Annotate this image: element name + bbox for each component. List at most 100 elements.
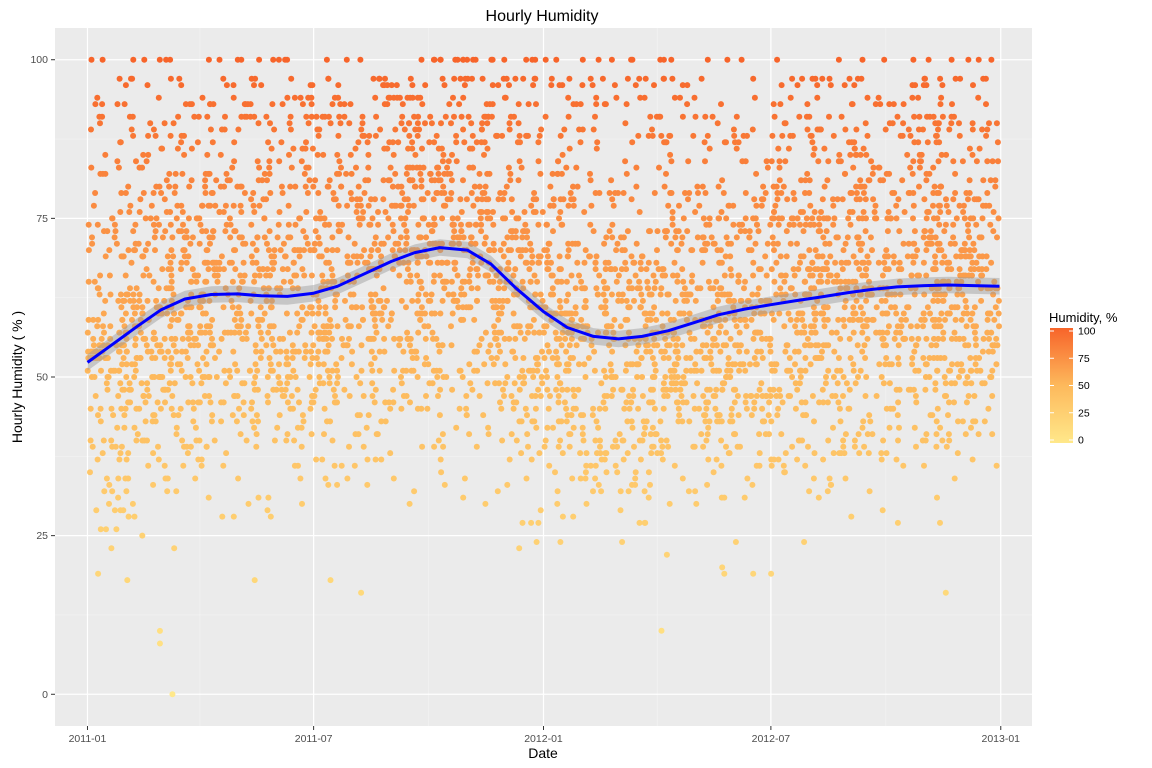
data-point: [260, 285, 267, 292]
data-point: [469, 164, 476, 171]
data-point: [227, 221, 234, 228]
data-point: [910, 215, 916, 222]
data-point: [960, 202, 967, 209]
data-point: [220, 266, 227, 273]
data-point: [390, 399, 397, 406]
data-point: [883, 170, 890, 177]
data-point: [348, 196, 355, 203]
data-point: [249, 240, 256, 247]
data-point: [670, 272, 676, 279]
data-point: [469, 132, 476, 139]
data-point: [106, 481, 113, 488]
data-point: [481, 151, 487, 158]
data-point: [626, 278, 633, 285]
data-point: [859, 348, 866, 355]
data-point: [837, 285, 844, 292]
data-point: [205, 202, 212, 209]
data-point: [192, 272, 199, 279]
data-point: [791, 272, 798, 279]
data-point: [767, 342, 774, 349]
data-point: [870, 196, 877, 203]
data-point: [439, 297, 446, 304]
data-point: [857, 240, 864, 247]
data-point: [107, 335, 114, 342]
data-point: [188, 101, 195, 108]
data-point: [946, 285, 953, 292]
data-point: [132, 221, 139, 228]
data-point: [546, 240, 553, 247]
data-point: [865, 177, 872, 184]
data-point: [705, 424, 712, 431]
data-point: [530, 196, 537, 203]
data-point: [284, 355, 290, 361]
data-point: [152, 247, 158, 254]
data-point: [862, 266, 869, 273]
data-point: [315, 310, 322, 317]
data-point: [878, 456, 885, 463]
data-point: [668, 56, 675, 63]
data-point: [942, 316, 948, 323]
data-point: [317, 329, 324, 336]
data-point: [921, 291, 928, 298]
data-point: [469, 145, 476, 152]
data-point: [791, 196, 798, 203]
data-point: [896, 386, 903, 393]
data-point: [797, 310, 804, 317]
data-point: [750, 259, 757, 266]
data-point: [280, 240, 287, 247]
data-point: [850, 329, 857, 336]
data-point: [182, 348, 189, 355]
data-point: [90, 342, 97, 349]
data-point: [414, 272, 421, 279]
data-point: [651, 335, 658, 342]
data-point: [275, 221, 282, 228]
data-point: [497, 399, 503, 406]
data-point: [270, 56, 277, 63]
data-point: [709, 113, 716, 120]
data-point: [742, 316, 749, 323]
data-point: [220, 462, 227, 469]
data-point: [342, 297, 348, 304]
data-point: [602, 266, 609, 273]
data-point: [880, 342, 887, 349]
data-point: [587, 170, 593, 177]
data-point: [962, 342, 969, 349]
data-point: [926, 355, 933, 361]
data-point: [893, 215, 900, 222]
data-point: [97, 405, 104, 412]
data-point: [830, 132, 837, 139]
data-point: [305, 120, 312, 127]
data-point: [298, 424, 305, 431]
data-point: [962, 380, 969, 387]
data-point: [204, 113, 211, 120]
data-point: [920, 310, 927, 317]
data-point: [431, 177, 438, 184]
data-point: [552, 469, 558, 476]
data-point: [939, 82, 946, 89]
data-point: [995, 297, 1002, 304]
data-point: [252, 374, 259, 380]
data-point: [159, 266, 166, 273]
data-point: [539, 348, 545, 355]
data-point: [566, 145, 573, 152]
data-point: [251, 272, 258, 279]
data-point: [334, 380, 341, 387]
data-point: [954, 361, 961, 368]
data-point: [126, 380, 133, 387]
data-point: [99, 56, 106, 63]
data-point: [155, 285, 162, 292]
data-point: [574, 183, 581, 190]
data-point: [771, 209, 777, 215]
data-point: [519, 234, 526, 241]
data-point: [947, 240, 954, 247]
data-point: [984, 316, 991, 323]
data-point: [167, 75, 174, 82]
data-point: [449, 386, 456, 393]
data-point: [252, 342, 259, 349]
data-point: [581, 304, 588, 311]
data-point: [185, 329, 191, 336]
data-point: [966, 234, 973, 241]
data-point: [344, 272, 351, 279]
data-point: [609, 348, 616, 355]
data-point: [763, 158, 770, 165]
